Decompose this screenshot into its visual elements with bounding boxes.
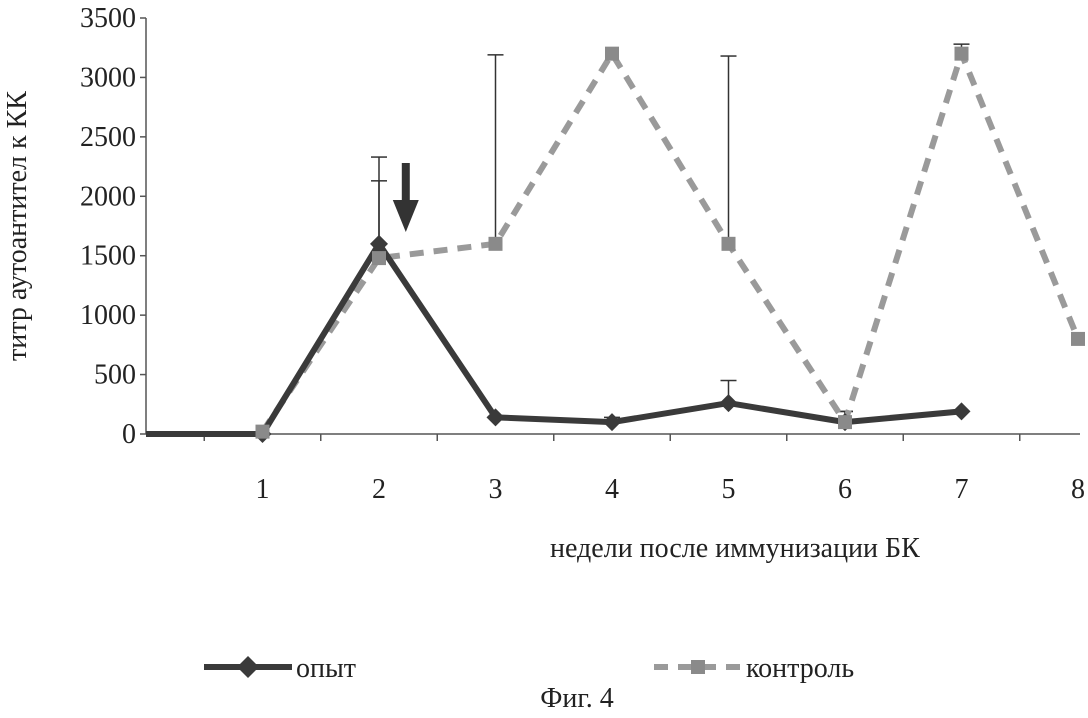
y-tick-label: 1500 [80, 241, 136, 272]
legend-marker-experiment [237, 656, 259, 678]
series-lines [146, 50, 1081, 437]
x-tick-label: 6 [838, 474, 852, 505]
x-tick-label: 5 [722, 474, 736, 505]
point-control [372, 251, 386, 266]
x-tick-label: 7 [955, 474, 969, 505]
figure-caption: Фиг. 4 [540, 683, 613, 714]
y-tick-label: 500 [94, 360, 136, 391]
y-axis-title: титр аутоантител к КК [2, 91, 33, 361]
legend-label-control: контроль [746, 653, 854, 684]
point-control [605, 46, 619, 61]
axes: 0 500 1000 1500 2000 2500 3000 3500 1 2 3 4 5 6 7 8 [80, 3, 1085, 505]
series-line-experiment [146, 240, 962, 437]
markers [253, 46, 1085, 443]
y-tick-label: 3000 [80, 62, 136, 93]
legend-label-experiment: опыт [296, 653, 356, 684]
y-tick-label: 1000 [80, 300, 136, 331]
point-experiment [719, 394, 738, 413]
x-tick-label: 4 [605, 474, 619, 505]
point-control [721, 236, 736, 251]
point-control [488, 236, 503, 251]
point-control [255, 424, 270, 439]
y-tick-label: 3500 [80, 3, 136, 34]
x-tick-label: 3 [489, 474, 503, 505]
y-tick-label: 0 [122, 419, 136, 450]
x-tick-label: 1 [256, 474, 270, 505]
y-tick-label: 2000 [80, 181, 136, 212]
point-experiment [486, 408, 505, 427]
point-experiment [603, 413, 621, 432]
point-control [1071, 331, 1085, 346]
legend: опыт контроль [204, 653, 854, 684]
annotations [392, 163, 419, 232]
point-control [954, 46, 969, 61]
point-control [838, 415, 852, 430]
x-axis-title: недели после иммунизации БК [550, 533, 920, 564]
arrow-head [392, 199, 419, 232]
legend-marker-control [691, 660, 705, 674]
y-tick-label: 2500 [80, 122, 136, 153]
x-tick-label: 2 [372, 474, 386, 505]
series-line-control [260, 50, 1081, 434]
x-tick-label: 8 [1071, 474, 1085, 505]
point-experiment [952, 402, 971, 421]
point-experiment [370, 234, 388, 253]
